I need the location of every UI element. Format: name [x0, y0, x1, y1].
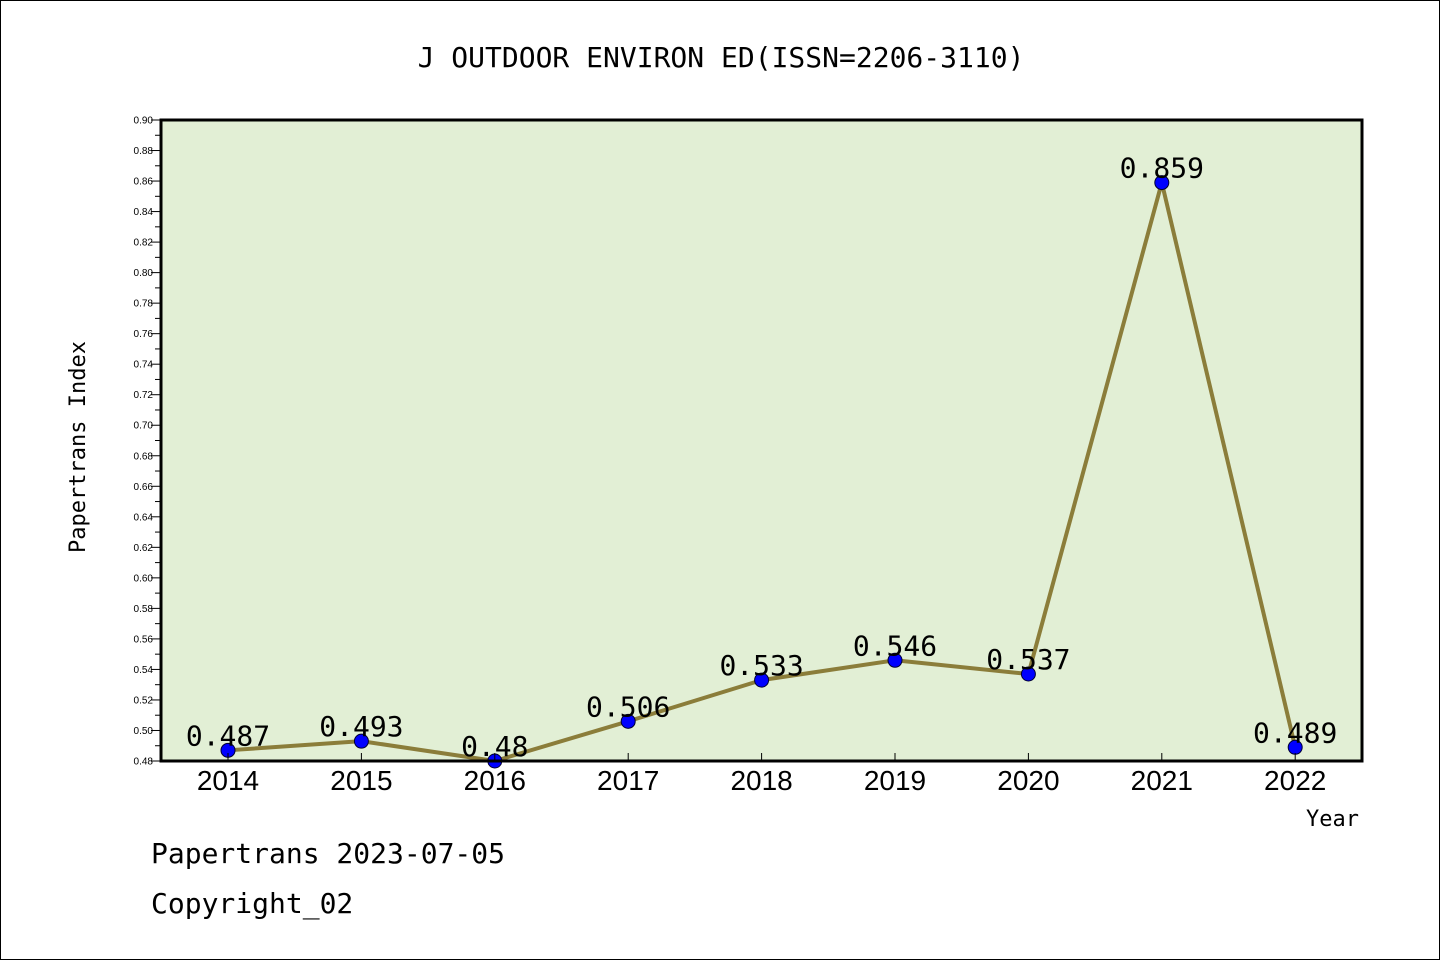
data-point — [353, 733, 369, 749]
footer-copyright: Copyright_02 — [151, 887, 354, 920]
y-tick-label: 0.60 — [134, 573, 154, 584]
x-axis-ticks: 2014 2015 2016 2017 2018 2019 2020 2021 2022 — [197, 753, 1326, 796]
footer-date: Papertrans 2023-07-05 — [151, 837, 506, 870]
x-tick-label: 2020 — [997, 765, 1059, 796]
y-tick-label: 0.52 — [134, 695, 154, 706]
y-tick-label: 0.68 — [134, 451, 154, 462]
y-axis-label: Papertrans Index — [66, 341, 91, 553]
data-point — [1154, 175, 1170, 191]
x-tick-label: 2014 — [197, 765, 259, 796]
data-point — [887, 652, 903, 668]
y-tick-label: 0.86 — [134, 177, 154, 188]
x-tick-label: 2019 — [864, 765, 926, 796]
y-tick-label: 0.76 — [134, 329, 154, 340]
y-tick-label: 0.48 — [134, 757, 154, 768]
x-tick-label: 2018 — [730, 765, 792, 796]
y-tick-label: 0.80 — [134, 268, 154, 279]
plot-area — [161, 120, 1362, 761]
y-tick-label: 0.90 — [134, 116, 154, 127]
y-tick-label: 0.78 — [134, 299, 154, 310]
data-label: 0.533 — [719, 649, 803, 682]
x-tick-label: 2015 — [330, 765, 392, 796]
y-tick-label: 0.74 — [134, 360, 154, 371]
data-label: 0.859 — [1120, 152, 1204, 185]
chart-title: J OUTDOOR ENVIRON ED(ISSN=2206-3110) — [418, 41, 1025, 74]
data-label: 0.493 — [319, 710, 403, 743]
plot-border — [159, 118, 1364, 763]
y-tick-label: 0.54 — [134, 665, 154, 676]
x-tick-label: 2016 — [464, 765, 526, 796]
data-label: 0.546 — [853, 629, 937, 662]
x-tick-label: 2021 — [1131, 765, 1193, 796]
data-point — [620, 713, 636, 729]
y-tick-label: 0.50 — [134, 726, 154, 737]
y-tick-label: 0.82 — [134, 238, 154, 249]
y-tick-label: 0.66 — [134, 482, 154, 493]
y-tick-label: 0.70 — [134, 421, 154, 432]
data-label: 0.489 — [1253, 716, 1337, 749]
y-axis-ticks: 0.48 0.50 0.52 0.54 0.56 0.58 0.60 0.62 0.64 0.66… — [134, 116, 161, 768]
data-point — [754, 672, 770, 688]
y-tick-label: 0.84 — [134, 207, 154, 218]
y-tick-label: 0.72 — [134, 390, 154, 401]
data-point — [1020, 666, 1036, 682]
y-tick-label: 0.64 — [134, 512, 154, 523]
series-markers — [220, 175, 1303, 769]
x-tick-label: 2017 — [597, 765, 659, 796]
y-tick-label: 0.56 — [134, 634, 154, 645]
data-label: 0.506 — [586, 690, 670, 723]
data-label: 0.487 — [186, 719, 270, 752]
y-tick-label: 0.62 — [134, 543, 154, 554]
data-label: 0.537 — [986, 643, 1070, 676]
y-tick-label: 0.58 — [134, 604, 154, 615]
x-axis-label: Year — [1306, 807, 1359, 832]
y-tick-label: 0.88 — [134, 146, 154, 157]
x-tick-label: 2022 — [1264, 765, 1326, 796]
